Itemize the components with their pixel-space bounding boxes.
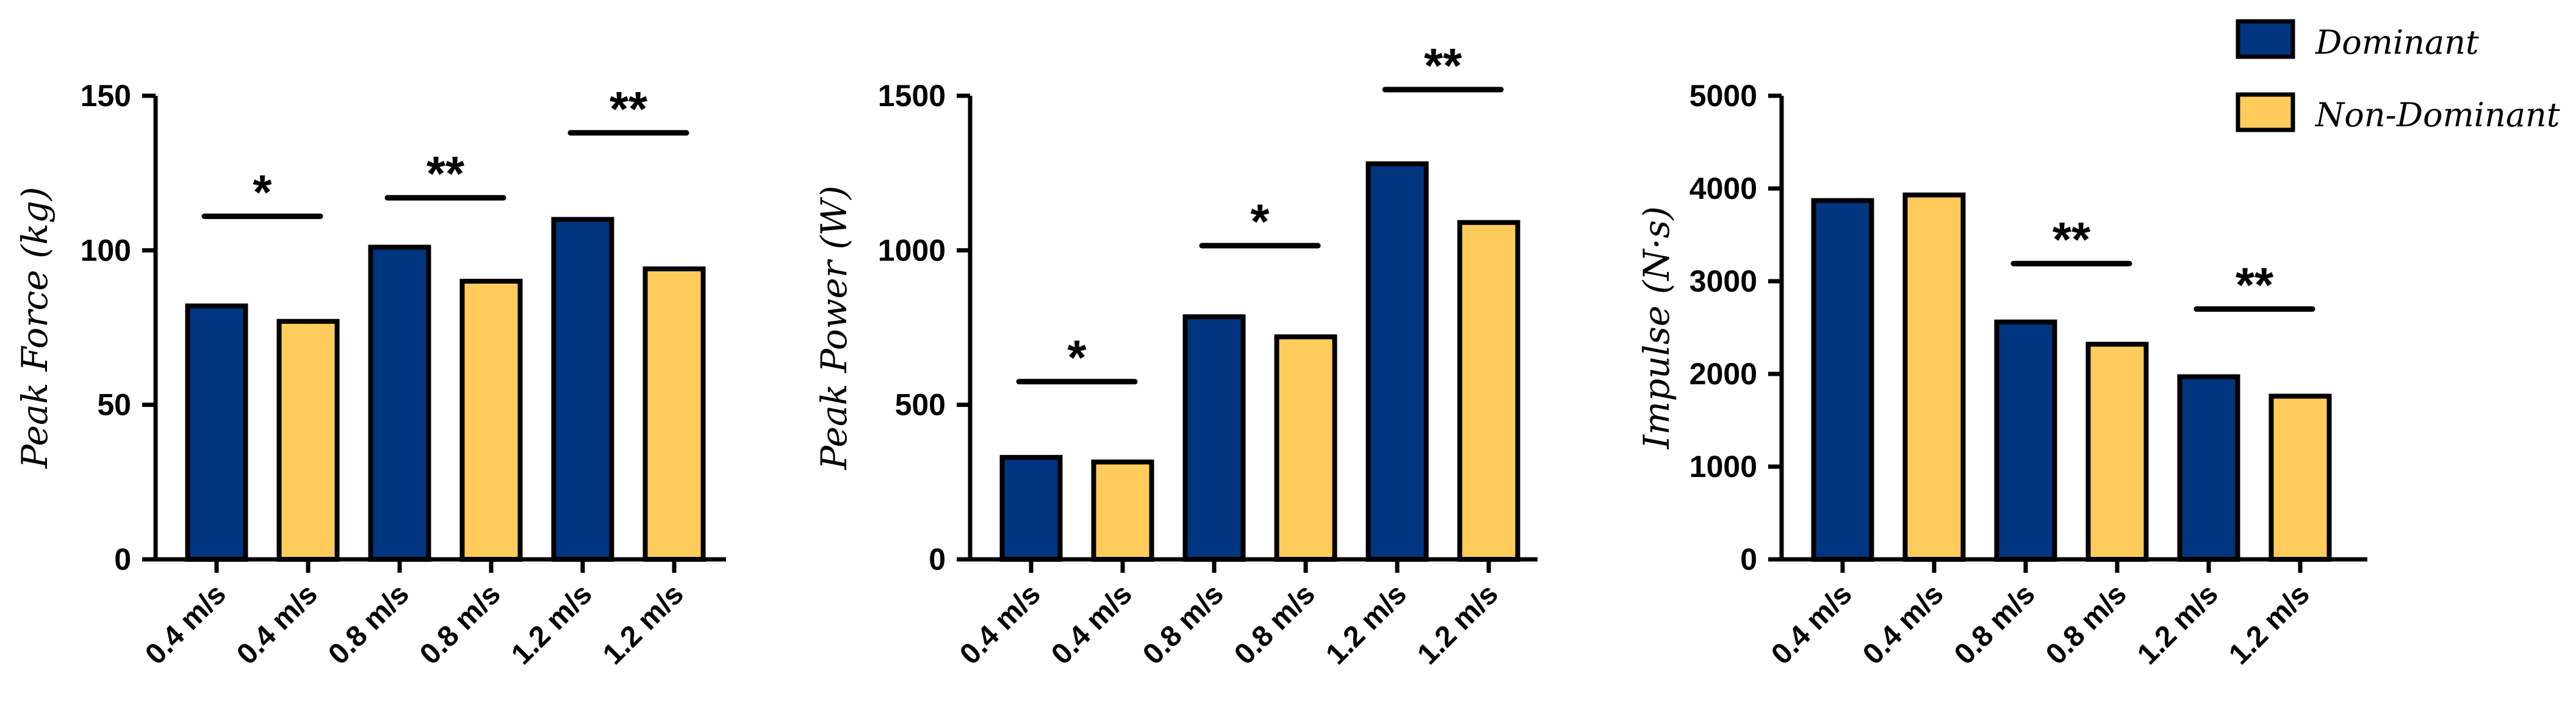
significance-marker: ** [2053, 212, 2091, 267]
bar-non-dominant-2 [1091, 459, 1154, 562]
x-category-label: 0.4 m/s [1765, 578, 1858, 671]
y-tick-label: 50 [97, 388, 131, 422]
x-category-label: 1.2 m/s [597, 578, 690, 671]
chart-panel-3: Impulse (N·s) 0 1000 2000 3000 4000 5000 0.4 m/… [1636, 79, 2367, 671]
bar-dominant-3 [1182, 314, 1246, 562]
x-category-label: 1.2 m/s [505, 578, 599, 671]
x-category-label: 0.4 m/s [1857, 578, 1950, 671]
x-category-label: 0.4 m/s [1045, 578, 1139, 671]
chart-panel-2: Peak Power (W) 0 500 1000 1500 0.4 m/s0.4 m/s… [813, 38, 1538, 671]
significance-marker: * [253, 165, 272, 220]
y-tick-label: 1000 [878, 233, 946, 267]
bar-dominant-1 [185, 303, 248, 562]
x-category-label: 0.4 m/s [954, 578, 1047, 671]
legend: Dominant Non-Dominant [2236, 19, 2560, 134]
y-tick-label: 500 [895, 388, 946, 422]
x-category-label: 0.8 m/s [1948, 578, 2042, 671]
bar-non-dominant-6 [2268, 393, 2332, 562]
significance-marker: ** [2236, 258, 2274, 312]
x-category-label: 0.8 m/s [322, 578, 416, 671]
y-tick-label: 5000 [1689, 79, 1757, 113]
y-tick-label: 4000 [1689, 171, 1757, 206]
y-tick-label: 0 [929, 542, 946, 576]
x-category-label: 0.8 m/s [1137, 578, 1230, 671]
y-axis-label: Impulse (N·s) [1636, 206, 1677, 450]
bar-non-dominant-2 [1902, 192, 1966, 562]
x-category-label: 1.2 m/s [1320, 578, 1413, 671]
significance-marker: * [1250, 195, 1270, 249]
legend-label-dominant: Dominant [2315, 23, 2479, 62]
bar-non-dominant-4 [459, 279, 523, 562]
bar-dominant-5 [551, 217, 614, 562]
bar-dominant-5 [2177, 374, 2240, 562]
bar-dominant-1 [1811, 198, 1874, 562]
bar-non-dominant-2 [276, 318, 340, 562]
y-tick-label: 1000 [1689, 450, 1757, 484]
y-tick-label: 3000 [1689, 264, 1757, 298]
x-category-label: 0.8 m/s [2040, 578, 2133, 671]
y-axis-label: Peak Power (W) [813, 185, 855, 470]
significance-marker: ** [610, 82, 648, 136]
y-axis-label: Peak Force (kg) [14, 187, 56, 468]
y-tick-label: 1500 [878, 79, 946, 113]
x-category-label: 0.8 m/s [414, 578, 507, 671]
bar-dominant-3 [1994, 319, 2057, 562]
x-category-label: 1.2 m/s [1411, 578, 1505, 671]
legend-label-non-dominant: Non-Dominant [2314, 96, 2560, 134]
bar-non-dominant-4 [2085, 342, 2149, 562]
x-category-label: 0.4 m/s [139, 578, 232, 671]
bar-non-dominant-6 [1457, 220, 1520, 562]
x-category-label: 0.4 m/s [231, 578, 324, 671]
y-tick-label: 0 [1740, 542, 1757, 576]
x-category-label: 1.2 m/s [2131, 578, 2225, 671]
y-tick-label: 100 [81, 233, 131, 267]
significance-marker: ** [1424, 38, 1462, 93]
x-category-label: 1.2 m/s [2223, 578, 2316, 671]
bar-dominant-3 [368, 245, 431, 562]
significance-marker: ** [426, 146, 465, 201]
bar-non-dominant-6 [642, 266, 706, 562]
bar-dominant-5 [1365, 161, 1429, 562]
y-tick-label: 150 [81, 79, 131, 113]
y-tick-label: 2000 [1689, 357, 1757, 391]
bar-dominant-1 [999, 454, 1063, 562]
legend-swatch-non-dominant [2236, 92, 2295, 132]
y-tick-label: 0 [114, 542, 131, 576]
bar-non-dominant-4 [1274, 334, 1337, 562]
x-category-label: 0.8 m/s [1228, 578, 1322, 671]
legend-swatch-dominant [2236, 19, 2295, 59]
significance-marker: * [1067, 331, 1087, 385]
